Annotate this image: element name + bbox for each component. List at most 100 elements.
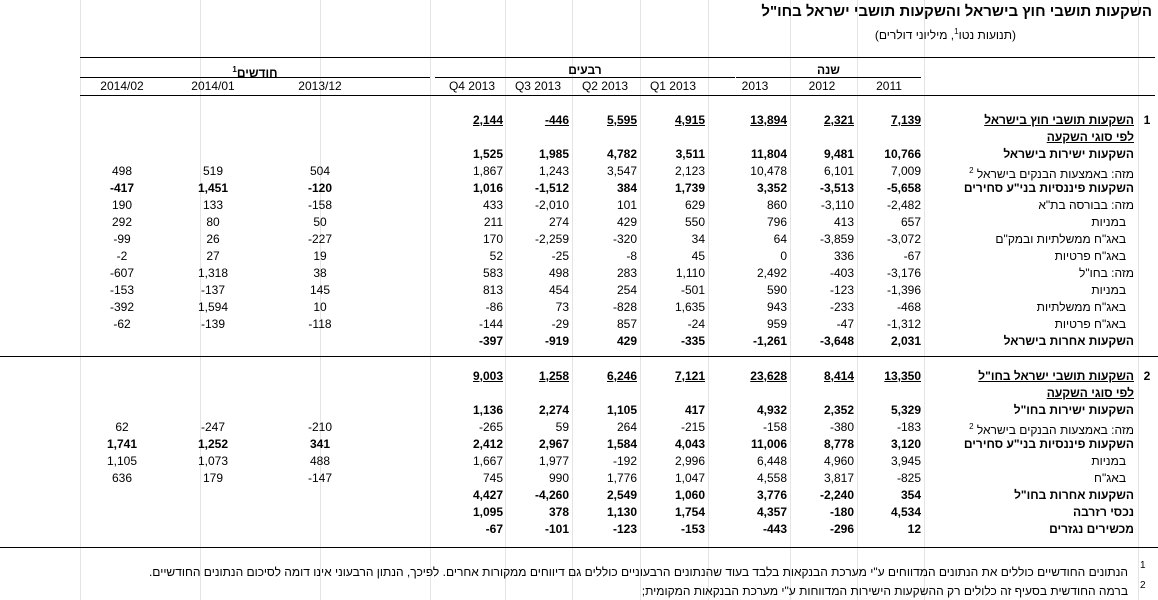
table-cell bbox=[82, 129, 162, 145]
row-label: השקעות פיננסיות בני"ע סחירים bbox=[914, 436, 1134, 452]
table-cell: -86 bbox=[485, 300, 503, 314]
table-cell: 13,350 bbox=[884, 369, 921, 383]
table-cell bbox=[260, 146, 380, 162]
section-divider bbox=[0, 356, 1158, 357]
table-cell: -183 bbox=[896, 420, 921, 434]
table-cell bbox=[260, 385, 380, 401]
table-cell: -24 bbox=[687, 317, 705, 331]
table-cell: 429 bbox=[616, 215, 637, 229]
row-label-text: השקעות ישירות בחו"ל bbox=[1013, 403, 1134, 417]
table-cell: -62 bbox=[113, 317, 131, 331]
table-cell: -2,259 bbox=[534, 232, 569, 246]
table-cell: 4,558 bbox=[756, 471, 787, 485]
table-cell: 9,003 bbox=[472, 369, 503, 383]
table-cell: -825 bbox=[896, 471, 921, 485]
table-cell bbox=[82, 112, 162, 128]
table-subtitle: (תנועות נטו1, מיליוני דולרים) bbox=[875, 27, 1016, 42]
table-cell: 7,009 bbox=[890, 164, 921, 178]
row-label: השקעות פיננסיות בני"ע סחירים bbox=[914, 180, 1134, 196]
row-label-text: נכסי רזרבה bbox=[1072, 505, 1134, 519]
table-cell: -101 bbox=[544, 522, 569, 536]
table-cell: 38 bbox=[313, 266, 327, 280]
table-cell: -147 bbox=[307, 471, 333, 485]
table-cell bbox=[507, 129, 569, 145]
table-cell: 1,584 bbox=[606, 437, 637, 451]
row-label-text: באג"ח פרטיות bbox=[1054, 317, 1126, 331]
table-cell: -180 bbox=[829, 505, 854, 519]
table-cell: 857 bbox=[616, 317, 637, 331]
table-cell: 550 bbox=[684, 215, 705, 229]
table-cell: 1,105 bbox=[106, 454, 138, 468]
table-cell: 0 bbox=[780, 249, 787, 263]
table-cell: 1,060 bbox=[674, 488, 705, 502]
grid-column-line bbox=[708, 0, 709, 600]
quarters-group-rule bbox=[435, 77, 735, 78]
table-cell: 26 bbox=[206, 232, 220, 246]
subtitle-pre: (תנועות נטו bbox=[958, 28, 1016, 42]
table-cell bbox=[507, 385, 569, 401]
table-cell: 2,031 bbox=[890, 334, 921, 348]
table-cell: -247 bbox=[200, 420, 226, 434]
table-cell: 959 bbox=[766, 317, 787, 331]
months-footnote-ref: 1 bbox=[232, 65, 237, 74]
table-cell: 6,246 bbox=[606, 369, 637, 383]
table-cell bbox=[723, 350, 787, 366]
table-cell: -446 bbox=[544, 113, 569, 127]
table-cell: 3,120 bbox=[890, 437, 921, 451]
row-label-text: באג"ח ממשלתיות bbox=[1036, 300, 1126, 314]
row-label-text: מכשירים נגזרים bbox=[1049, 522, 1134, 536]
table-cell: 417 bbox=[684, 403, 705, 417]
table-cell: 64 bbox=[773, 232, 787, 246]
column-header: Q4 2013 bbox=[448, 79, 496, 93]
row-label-text: השקעות אחרות בישראל bbox=[1003, 334, 1134, 348]
table-cell: 50 bbox=[313, 215, 327, 229]
row-label-text: באג"ח ממשלתיות ובמק"ם bbox=[995, 232, 1126, 246]
table-cell: 274 bbox=[548, 215, 569, 229]
table-cell bbox=[158, 521, 268, 537]
table-cell: -153 bbox=[680, 522, 705, 536]
table-cell: 3,511 bbox=[675, 147, 705, 161]
table-cell: 4,960 bbox=[823, 454, 854, 468]
table-cell: 1,243 bbox=[538, 164, 569, 178]
table-cell: 1,867 bbox=[472, 164, 503, 178]
table-cell: 8,414 bbox=[823, 369, 854, 383]
table-cell: 1,451 bbox=[197, 181, 229, 195]
table-cell: 796 bbox=[766, 215, 787, 229]
table-cell bbox=[158, 129, 268, 145]
grid-column-line bbox=[505, 0, 506, 600]
table-cell: 1,977 bbox=[538, 454, 569, 468]
table-cell: 34 bbox=[691, 232, 705, 246]
table-cell: 4,534 bbox=[890, 505, 921, 519]
table-cell: 27 bbox=[206, 249, 220, 263]
table-cell bbox=[158, 368, 268, 384]
row-label: במניות bbox=[906, 214, 1126, 230]
table-cell: -3,513 bbox=[819, 181, 854, 195]
table-cell: 101 bbox=[616, 198, 637, 212]
table-cell bbox=[260, 521, 380, 537]
row-label-text: לפי סוגי השקעה bbox=[1046, 386, 1134, 400]
table-cell bbox=[158, 146, 268, 162]
row-label-text: מזה: בחו"ל bbox=[1079, 266, 1134, 280]
row-label-text: מזה: באמצעות הבנקים בישראל bbox=[976, 167, 1134, 181]
table-title: השקעות תושבי חוץ בישראל והשקעות תושבי יש… bbox=[761, 3, 1152, 20]
table-cell: -29 bbox=[551, 317, 569, 331]
table-cell: 73 bbox=[555, 300, 569, 314]
table-cell bbox=[260, 350, 380, 366]
footnote-2-marker: 2 bbox=[1140, 580, 1146, 591]
table-cell: 2,967 bbox=[538, 437, 569, 451]
table-cell: 19 bbox=[313, 249, 327, 263]
table-cell: -335 bbox=[680, 334, 705, 348]
table-cell: 745 bbox=[482, 471, 503, 485]
table-cell: 2,321 bbox=[823, 113, 854, 127]
table-cell: -265 bbox=[478, 420, 503, 434]
table-cell: 6,448 bbox=[756, 454, 787, 468]
row-label: נכסי רזרבה bbox=[914, 504, 1134, 520]
table-cell: 264 bbox=[616, 420, 637, 434]
table-cell: 283 bbox=[616, 266, 637, 280]
table-cell: 1,258 bbox=[538, 369, 569, 383]
table-cell: 2,996 bbox=[674, 454, 705, 468]
row-label-text: במניות bbox=[1091, 215, 1126, 229]
table-cell: 1,105 bbox=[606, 403, 637, 417]
table-cell: 190 bbox=[111, 198, 133, 212]
table-cell: -392 bbox=[109, 300, 135, 314]
